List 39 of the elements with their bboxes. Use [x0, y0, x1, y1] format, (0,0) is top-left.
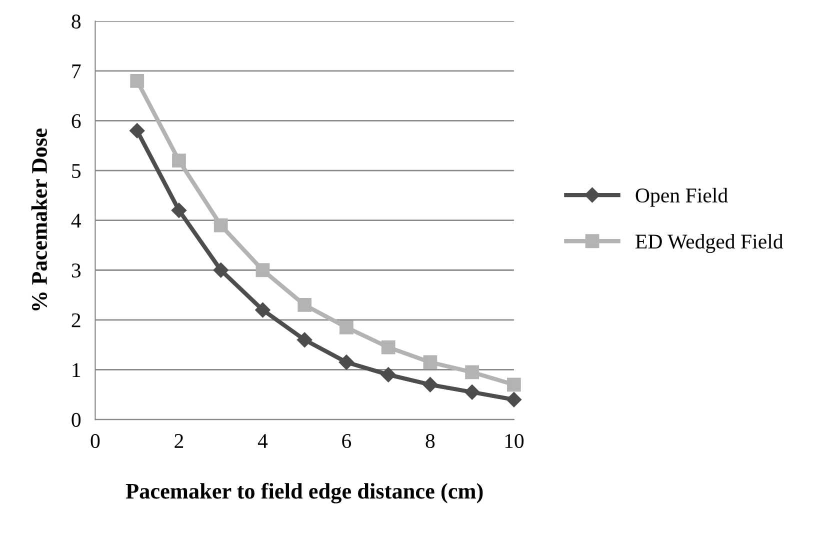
x-tick-label: 10 — [505, 434, 524, 448]
point — [255, 302, 270, 318]
x-tick-label: 2 — [174, 434, 184, 448]
y-tick-label: 3 — [72, 264, 81, 278]
y-tick-label: 8 — [72, 14, 81, 29]
y-tick-label: 2 — [72, 313, 80, 328]
point — [423, 355, 438, 370]
x-tick-label: 0 — [90, 434, 100, 448]
point — [507, 378, 521, 392]
y-tick-label: 0 — [72, 412, 81, 427]
legend-label: ED Wedged Field — [636, 234, 784, 253]
x-axis-title: Pacemaker to field edge distance (cm) — [126, 482, 483, 504]
x-tick-label: 4 — [258, 434, 268, 448]
legend-label: Open Field — [636, 188, 728, 207]
point — [380, 367, 396, 382]
point — [213, 262, 228, 278]
point — [465, 365, 480, 380]
x-tick-label: 8 — [426, 434, 435, 448]
point — [130, 123, 145, 138]
point — [297, 332, 312, 348]
point — [214, 218, 228, 232]
y-axis-title: % Pacemaker Dose — [31, 128, 48, 310]
point — [381, 340, 396, 354]
point — [340, 320, 354, 334]
y-tick-label: 1 — [72, 363, 80, 377]
point — [256, 263, 270, 278]
point — [506, 392, 522, 408]
y-tick-label: 6 — [72, 114, 81, 128]
point — [130, 74, 144, 88]
point — [172, 154, 186, 168]
point — [338, 354, 354, 370]
point — [171, 202, 187, 218]
y-tick-label: 7 — [72, 64, 81, 78]
y-tick-label: 4 — [71, 214, 82, 228]
x-tick-label: 6 — [342, 434, 352, 448]
point — [422, 377, 438, 392]
point — [298, 298, 312, 312]
point — [464, 384, 480, 400]
y-tick-label: 5 — [72, 164, 81, 178]
